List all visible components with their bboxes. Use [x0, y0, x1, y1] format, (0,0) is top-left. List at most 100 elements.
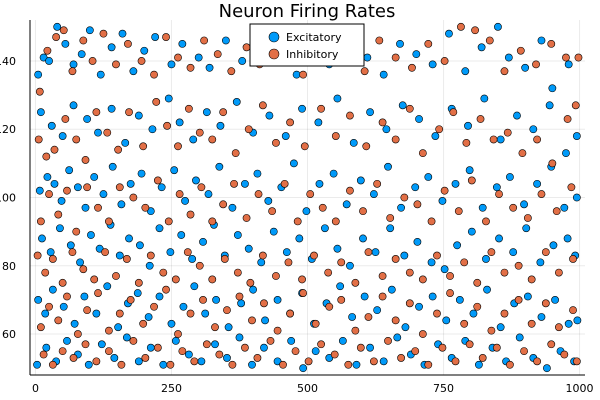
- data-point-excitatory: [181, 197, 189, 205]
- data-point-excitatory: [428, 292, 437, 301]
- data-point-inhibitory: [337, 258, 346, 267]
- data-point-inhibitory: [397, 354, 405, 362]
- x-tick-labels: 0 250 500 750 1000: [32, 382, 594, 395]
- data-point-excitatory: [562, 149, 570, 158]
- data-point-inhibitory: [208, 217, 217, 226]
- data-point-inhibitory: [36, 217, 45, 226]
- data-point-inhibitory: [311, 319, 320, 328]
- data-point-inhibitory: [72, 135, 81, 144]
- data-point-inhibitory: [43, 46, 52, 55]
- data-point-inhibitory: [190, 357, 199, 366]
- data-point-inhibitory: [231, 149, 240, 158]
- data-point-excitatory: [121, 138, 130, 147]
- data-point-inhibitory: [73, 330, 82, 338]
- data-point-inhibitory: [68, 248, 77, 257]
- data-point-excitatory: [223, 354, 231, 362]
- data-point-excitatory: [211, 340, 219, 349]
- data-point-excitatory: [427, 258, 436, 267]
- data-point-inhibitory: [405, 104, 414, 113]
- data-point-excitatory: [522, 224, 531, 233]
- data-point-inhibitory: [391, 53, 400, 62]
- data-point-excitatory: [483, 285, 491, 294]
- data-point-inhibitory: [571, 101, 580, 110]
- data-point-excitatory: [346, 261, 354, 270]
- chart-title: Neuron Firing Rates: [219, 1, 396, 22]
- data-point-excitatory: [97, 340, 106, 349]
- x-tick-label: 250: [161, 382, 182, 395]
- data-point-excitatory: [360, 292, 369, 301]
- data-point-inhibitory: [500, 309, 509, 318]
- data-point-inhibitory: [360, 67, 369, 76]
- data-point-excitatory: [281, 132, 290, 140]
- data-point-inhibitory: [476, 115, 485, 123]
- data-point-excitatory: [43, 173, 52, 181]
- data-point-inhibitory: [92, 108, 101, 117]
- data-point-inhibitory: [248, 316, 256, 325]
- data-point-inhibitory: [552, 207, 561, 216]
- data-point-inhibitory: [471, 26, 479, 35]
- data-point-inhibitory: [487, 248, 496, 257]
- data-point-excitatory: [453, 241, 462, 250]
- data-point-inhibitory: [33, 251, 42, 260]
- data-point-excitatory: [415, 115, 423, 123]
- data-point-inhibitory: [351, 326, 360, 335]
- data-point-excitatory: [299, 364, 308, 373]
- data-point-excitatory: [84, 360, 93, 369]
- data-point-inhibitory: [246, 278, 255, 287]
- data-point-excitatory: [232, 98, 241, 106]
- data-point-inhibitory: [346, 186, 354, 195]
- data-point-excitatory: [257, 258, 266, 267]
- data-point-inhibitory: [574, 53, 583, 62]
- data-point-excitatory: [338, 336, 347, 345]
- data-point-inhibitory: [88, 57, 97, 65]
- data-point-inhibitory: [58, 278, 67, 287]
- data-point-inhibitory: [241, 343, 249, 352]
- data-point-excitatory: [424, 173, 433, 181]
- data-point-inhibitory: [94, 203, 102, 212]
- series-excitatory: [33, 22, 582, 373]
- data-point-excitatory: [564, 319, 573, 328]
- data-point-inhibitory: [152, 98, 161, 106]
- data-point-excitatory: [265, 111, 274, 120]
- data-point-excitatory: [228, 203, 237, 212]
- data-point-excitatory: [573, 316, 582, 325]
- data-point-inhibitory: [125, 108, 133, 117]
- data-point-inhibitory: [567, 183, 576, 192]
- data-point-excitatory: [146, 343, 155, 352]
- data-point-inhibitory: [258, 101, 267, 110]
- data-point-excitatory: [282, 248, 291, 257]
- data-point-excitatory: [215, 162, 224, 171]
- data-point-excitatory: [47, 121, 56, 130]
- data-point-inhibitory: [433, 251, 441, 260]
- data-point-inhibitory: [54, 210, 63, 219]
- legend-box: [249, 23, 365, 67]
- data-point-excitatory: [144, 313, 153, 321]
- data-point-inhibitory: [272, 138, 280, 147]
- data-point-inhibitory: [337, 296, 346, 304]
- data-point-excitatory: [563, 234, 572, 243]
- y-tick-label: 140: [0, 55, 16, 68]
- data-point-inhibitory: [174, 330, 182, 338]
- data-point-inhibitory: [139, 142, 148, 151]
- data-point-inhibitory: [306, 190, 315, 198]
- data-point-excitatory: [46, 248, 55, 257]
- data-point-excitatory: [199, 237, 207, 246]
- data-point-excitatory: [224, 323, 233, 332]
- data-point-inhibitory: [162, 33, 170, 41]
- data-point-inhibitory: [104, 347, 113, 356]
- data-point-inhibitory: [122, 255, 131, 263]
- data-point-excitatory: [438, 197, 447, 205]
- data-point-excitatory: [155, 224, 164, 233]
- data-point-excitatory: [431, 132, 440, 140]
- data-point-inhibitory: [68, 67, 77, 76]
- data-point-excitatory: [401, 323, 410, 332]
- data-point-inhibitory: [569, 306, 577, 315]
- data-point-excitatory: [118, 29, 127, 38]
- data-point-inhibitory: [150, 302, 158, 311]
- data-point-excitatory: [166, 248, 175, 257]
- data-point-inhibitory: [268, 207, 277, 216]
- data-point-inhibitory: [197, 183, 206, 192]
- data-point-inhibitory: [378, 292, 387, 301]
- data-point-excitatory: [379, 70, 388, 79]
